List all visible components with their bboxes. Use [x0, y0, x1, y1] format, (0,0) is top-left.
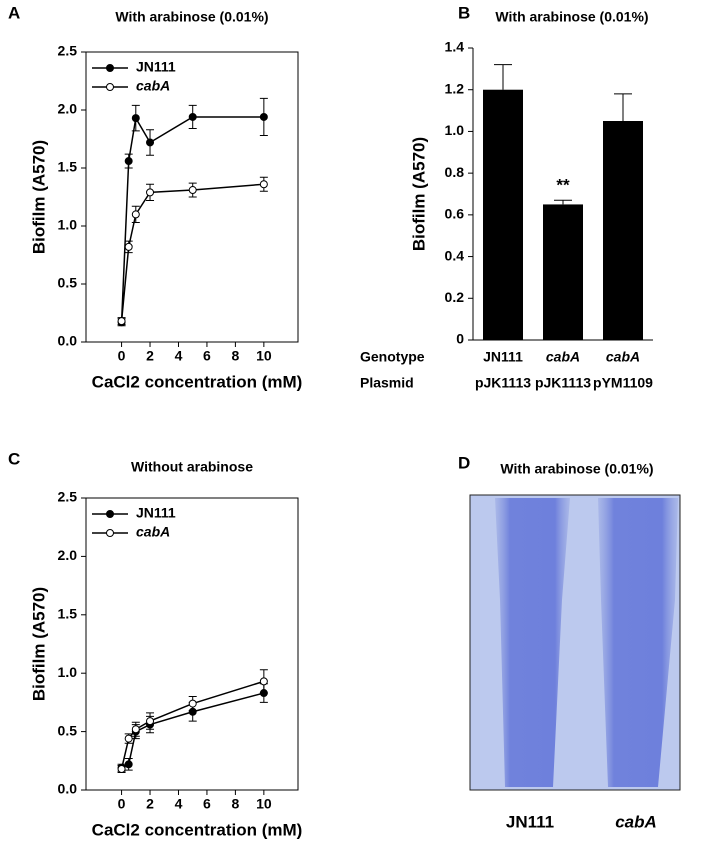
- y-tick-label: 0.5: [58, 722, 78, 738]
- panel-letter: C: [8, 449, 20, 468]
- y-tick-label: 0.6: [445, 206, 465, 222]
- chart-title: Without arabinose: [131, 459, 253, 475]
- y-tick-label: 1.4: [445, 39, 465, 55]
- plasmid-label: pYM1109: [593, 375, 653, 391]
- bar: [543, 204, 583, 340]
- legend-label: JN111: [136, 59, 176, 75]
- data-point: [146, 188, 155, 197]
- y-tick-label: 2.5: [58, 489, 78, 505]
- y-tick-label: 2.0: [58, 547, 78, 563]
- x-tick-label: 2: [146, 796, 154, 812]
- data-point: [131, 725, 140, 734]
- data-point: [124, 242, 133, 251]
- data-point: [131, 114, 140, 123]
- data-point: [117, 764, 126, 773]
- series-line: [120, 115, 264, 323]
- x-tick-label: 6: [203, 796, 211, 812]
- y-tick-label: 0.8: [445, 164, 465, 180]
- x-tick-label: 8: [231, 796, 239, 812]
- plasmid-label: pJK1113: [535, 375, 591, 391]
- legend-marker: [106, 510, 114, 518]
- data-point: [146, 138, 155, 147]
- x-axis-label: CaCl2 concentration (mM): [92, 820, 303, 839]
- x-tick-label: 2: [146, 348, 154, 364]
- y-axis-label: Biofilm (A570): [29, 587, 48, 701]
- y-tick-label: 0.2: [445, 289, 465, 305]
- chart-title: With arabinose (0.01%): [495, 9, 648, 25]
- legend-label: cabA: [136, 524, 170, 540]
- x-tick-label: 4: [175, 348, 183, 364]
- y-tick-label: 1.5: [58, 159, 78, 175]
- x-tick-label: JN111: [483, 349, 523, 365]
- data-point: [259, 677, 268, 686]
- data-point: [131, 210, 140, 219]
- x-axis-label: CaCl2 concentration (mM): [92, 372, 303, 391]
- x-tick-label: 0: [118, 348, 126, 364]
- y-tick-label: 1.2: [445, 80, 465, 96]
- annotation: **: [556, 176, 570, 195]
- x-tick-label: 10: [256, 348, 272, 364]
- error-bar: [554, 199, 572, 205]
- x-tick-label: 0: [118, 796, 126, 812]
- x-tick-label: cabA: [546, 349, 580, 365]
- x-tick-label: 4: [175, 796, 183, 812]
- legend-marker: [106, 529, 114, 537]
- y-tick-label: 0.0: [58, 781, 78, 797]
- y-tick-label: 2.5: [58, 43, 78, 59]
- gel-title: With arabinose (0.01%): [500, 461, 653, 477]
- data-point: [188, 699, 197, 708]
- panel-letter: D: [458, 453, 470, 472]
- data-point: [124, 734, 133, 743]
- y-tick-label: 1.0: [445, 122, 465, 138]
- x-tick-label: cabA: [606, 349, 640, 365]
- y-axis-label: Biofilm (A570): [29, 140, 48, 254]
- y-axis-label: Biofilm (A570): [409, 137, 428, 251]
- y-tick-label: 1.5: [58, 606, 78, 622]
- plasmid-label: pJK1113: [475, 375, 531, 391]
- data-point: [259, 112, 268, 121]
- x-tick-label: 6: [203, 348, 211, 364]
- y-tick-label: 1.0: [58, 217, 78, 233]
- error-bar: [614, 93, 632, 121]
- y-tick-label: 0.5: [58, 275, 78, 291]
- lane-label: cabA: [615, 812, 657, 831]
- plot-frame: [85, 51, 299, 343]
- data-point: [117, 317, 126, 326]
- plot-frame: [85, 497, 299, 791]
- data-point: [259, 180, 268, 189]
- legend-marker: [106, 64, 114, 72]
- y-tick-label: 0: [456, 331, 464, 347]
- data-point: [124, 157, 133, 166]
- panel-letter: B: [458, 3, 470, 22]
- series-line: [120, 680, 265, 770]
- data-point: [188, 186, 197, 195]
- legend-label: cabA: [136, 78, 170, 94]
- data-point: [188, 112, 197, 121]
- legend-marker: [106, 83, 114, 91]
- data-point: [146, 717, 155, 726]
- row-label: Plasmid: [360, 375, 414, 391]
- x-tick-label: 10: [256, 796, 272, 812]
- y-tick-label: 0.4: [445, 247, 465, 263]
- lane-label: JN111: [506, 812, 554, 831]
- x-tick-label: 8: [231, 348, 239, 364]
- bar: [603, 121, 643, 340]
- bar: [483, 89, 523, 340]
- chart-title: With arabinose (0.01%): [115, 9, 268, 25]
- y-tick-label: 0.0: [58, 333, 78, 349]
- row-label: Genotype: [360, 349, 425, 365]
- legend-label: JN111: [136, 505, 176, 521]
- series-line: [120, 183, 264, 322]
- error-bar: [494, 64, 512, 90]
- data-point: [124, 760, 133, 769]
- y-tick-label: 2.0: [58, 101, 78, 117]
- panel-letter: A: [8, 3, 20, 22]
- gel-image: [469, 494, 681, 791]
- y-tick-label: 1.0: [58, 664, 78, 680]
